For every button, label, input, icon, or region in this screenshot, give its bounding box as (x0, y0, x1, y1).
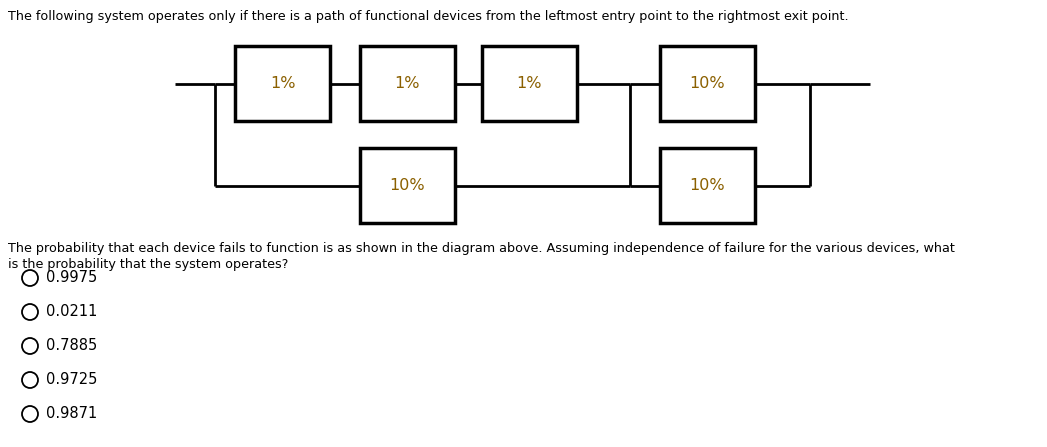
Bar (660, 148, 755, 223)
Bar (660, 46, 755, 121)
Text: 10%: 10% (690, 76, 726, 91)
Text: 10%: 10% (690, 178, 726, 193)
Text: 1%: 1% (395, 76, 420, 91)
Text: 1%: 1% (517, 76, 542, 91)
Text: 1%: 1% (270, 76, 295, 91)
Text: 0.0211: 0.0211 (46, 304, 97, 320)
Text: 0.9725: 0.9725 (46, 372, 97, 388)
Bar (235, 46, 330, 121)
Text: 0.9975: 0.9975 (46, 270, 97, 286)
Bar (482, 46, 577, 121)
Text: 10%: 10% (389, 178, 425, 193)
Text: The probability that each device fails to function is as shown in the diagram ab: The probability that each device fails t… (8, 242, 955, 255)
Text: The following system operates only if there is a path of functional devices from: The following system operates only if th… (8, 10, 849, 23)
Text: 0.9871: 0.9871 (46, 406, 97, 422)
Bar (360, 46, 455, 121)
Text: 0.7885: 0.7885 (46, 338, 97, 354)
Bar (360, 148, 455, 223)
Text: is the probability that the system operates?: is the probability that the system opera… (8, 258, 288, 271)
